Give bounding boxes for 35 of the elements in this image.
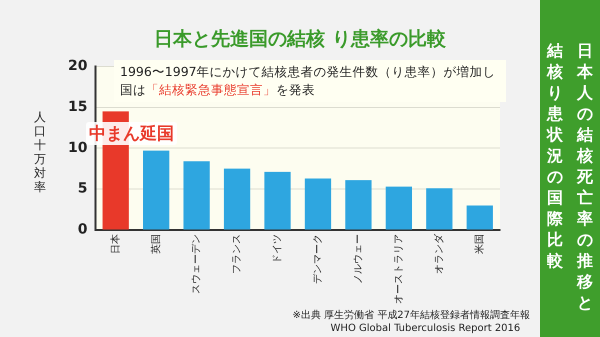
chart-title: 日本と先進国の結核 り患率の比較: [153, 27, 447, 52]
y-tick-label: 10: [68, 140, 88, 156]
text: 結核り患状況の国際比較: [547, 41, 563, 270]
annotation: 1996〜1997年にかけて結核患者の発生件数（り患率）が増加し: [120, 63, 497, 81]
y-tick-label: 0: [78, 222, 88, 238]
annotation: を発表: [276, 82, 315, 97]
annotation: 「結核緊急事態宣言」: [146, 82, 276, 97]
x-tick-label: フランス: [232, 234, 243, 274]
y-tick-label: 15: [68, 98, 88, 115]
x-tick-label: 日本: [109, 234, 122, 254]
x-tick-label: スウェーデン: [191, 234, 202, 294]
x-tick-label: ドイツ: [272, 234, 284, 264]
annotation: 中まん延国: [86, 122, 177, 145]
x-tick-label: デンマーク: [312, 234, 324, 284]
y-tick-label: 20: [68, 58, 88, 74]
text: WHO Global Tuberculosis Report 2016: [330, 322, 522, 335]
bar: [183, 161, 210, 230]
x-tick-label: オーストラリア: [393, 234, 404, 304]
y-axis-title: 人口十万対率: [34, 110, 46, 194]
x-tick-label: ノルウェー: [353, 234, 364, 284]
y-tick-label: 5: [78, 180, 88, 197]
x-tick-label: 英国: [150, 234, 162, 254]
annotation: 国は: [120, 82, 146, 97]
bar: [224, 168, 250, 230]
bar: [304, 178, 332, 230]
bar: [426, 188, 452, 230]
x-tick-label: 米国: [473, 234, 486, 254]
x-tick-label: オランダ: [432, 233, 445, 274]
text: ※出典 厚生労働省 平成27年結核登録者情報調査年報: [292, 309, 530, 322]
bar: [386, 186, 412, 230]
bar: [345, 180, 372, 230]
text: 日本人の結核死亡率の推移と: [577, 41, 593, 312]
bar: [466, 205, 493, 230]
bar: [264, 172, 291, 230]
bar: [143, 150, 170, 230]
